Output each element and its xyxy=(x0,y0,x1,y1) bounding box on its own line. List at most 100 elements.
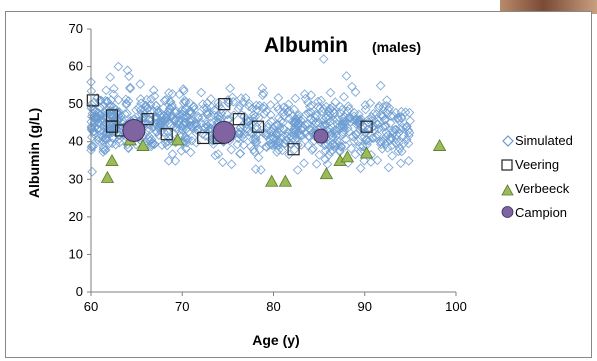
simulated-point xyxy=(141,118,151,128)
legend-item-verbeeck: Verbeeck xyxy=(501,181,570,196)
simulated-point xyxy=(369,121,379,131)
x-axis-title: Age (y) xyxy=(252,332,299,348)
simulated-point xyxy=(191,118,202,129)
simulated-point xyxy=(261,142,272,153)
simulated-point xyxy=(341,71,352,81)
simulated-point xyxy=(151,100,161,111)
simulated-point xyxy=(400,107,411,118)
simulated-point xyxy=(88,126,98,137)
x-tick-label: 60 xyxy=(84,299,98,314)
y-tick-label: 0 xyxy=(76,284,83,299)
verbeeck-point xyxy=(278,174,293,187)
simulated-point xyxy=(363,114,374,125)
simulated-point xyxy=(151,126,162,137)
simulated-point xyxy=(299,158,309,169)
simulated-point xyxy=(374,101,385,111)
simulated-point xyxy=(100,107,110,118)
simulated-point xyxy=(248,113,259,123)
chart-frame: 0 10 20 30 40 50 60 70 60 70 80 90 100 Albumin (male… xyxy=(5,11,592,358)
simulated-point xyxy=(233,103,244,114)
simulated-point xyxy=(157,140,167,150)
simulated-point xyxy=(187,120,198,131)
simulated-point xyxy=(226,159,237,170)
simulated-point xyxy=(373,102,384,113)
simulated-point xyxy=(245,116,255,126)
simulated-point xyxy=(394,143,405,154)
simulated-point xyxy=(343,101,354,112)
simulated-point xyxy=(165,104,175,114)
simulated-point xyxy=(121,94,131,105)
simulated-point xyxy=(177,125,188,135)
simulated-point xyxy=(289,124,300,135)
simulated-point xyxy=(261,106,272,117)
simulated-point xyxy=(291,117,301,128)
simulated-point xyxy=(176,146,187,156)
simulated-point xyxy=(125,82,135,93)
y-tick-label: 30 xyxy=(69,171,83,186)
simulated-point xyxy=(349,136,359,147)
simulated-point xyxy=(360,100,371,110)
simulated-point xyxy=(359,155,370,166)
simulated-point xyxy=(125,83,136,94)
simulated-point xyxy=(290,93,301,104)
simulated-point xyxy=(251,137,262,148)
simulated-point xyxy=(360,128,371,138)
simulated-point xyxy=(336,142,347,152)
simulated-point xyxy=(93,113,103,123)
simulated-point xyxy=(87,141,97,151)
simulated-point xyxy=(399,138,409,149)
y-tick-label: 10 xyxy=(69,246,83,261)
simulated-point xyxy=(385,133,396,143)
simulated-point xyxy=(136,98,146,109)
simulated-point xyxy=(299,89,310,99)
simulated-point xyxy=(271,129,282,140)
simulated-point xyxy=(236,93,246,104)
simulated-point xyxy=(179,117,190,127)
simulated-point xyxy=(278,124,289,134)
y-axis-title: Albumin (g/L) xyxy=(26,108,42,198)
simulated-point xyxy=(250,134,261,145)
simulated-point xyxy=(375,110,386,120)
campion-point xyxy=(313,128,329,144)
simulated-point xyxy=(205,118,216,128)
simulated-point xyxy=(280,138,290,149)
veering-point xyxy=(360,120,373,133)
simulated-point xyxy=(344,104,354,114)
verbeeck-series xyxy=(100,133,447,187)
simulated-point xyxy=(236,122,246,133)
legend-label-campion: Campion xyxy=(515,205,567,220)
legend-triangle-icon xyxy=(501,184,514,196)
y-tick-label: 40 xyxy=(69,134,83,149)
simulated-point xyxy=(278,117,288,128)
simulated-point xyxy=(169,114,180,125)
simulated-point xyxy=(284,149,294,160)
simulated-point xyxy=(380,139,391,150)
simulated-point xyxy=(187,135,197,146)
verbeeck-point xyxy=(100,170,115,183)
simulated-point xyxy=(131,105,141,115)
simulated-point xyxy=(273,119,284,130)
simulated-point xyxy=(236,131,247,142)
simulated-point xyxy=(305,107,316,118)
simulated-point xyxy=(292,165,303,175)
albumin-scatter-chart: 0 10 20 30 40 50 60 70 60 70 80 90 100 Albumin (male… xyxy=(26,21,573,348)
simulated-point xyxy=(213,149,224,159)
simulated-point xyxy=(217,157,228,168)
simulated-point xyxy=(321,119,332,130)
simulated-point xyxy=(110,139,121,150)
simulated-point xyxy=(261,131,272,141)
simulated-point xyxy=(246,118,257,129)
simulated-point xyxy=(329,108,340,119)
simulated-point xyxy=(90,114,101,125)
simulated-point xyxy=(269,139,280,150)
simulated-point xyxy=(347,81,357,92)
verbeeck-point xyxy=(432,138,447,151)
simulated-point xyxy=(121,99,132,110)
simulated-point xyxy=(250,164,261,174)
simulated-point xyxy=(105,72,116,83)
legend-label-simulated: Simulated xyxy=(515,133,573,148)
simulated-point xyxy=(293,110,304,120)
simulated-point xyxy=(290,114,301,124)
simulated-point xyxy=(383,162,394,173)
simulated-point xyxy=(135,79,146,89)
